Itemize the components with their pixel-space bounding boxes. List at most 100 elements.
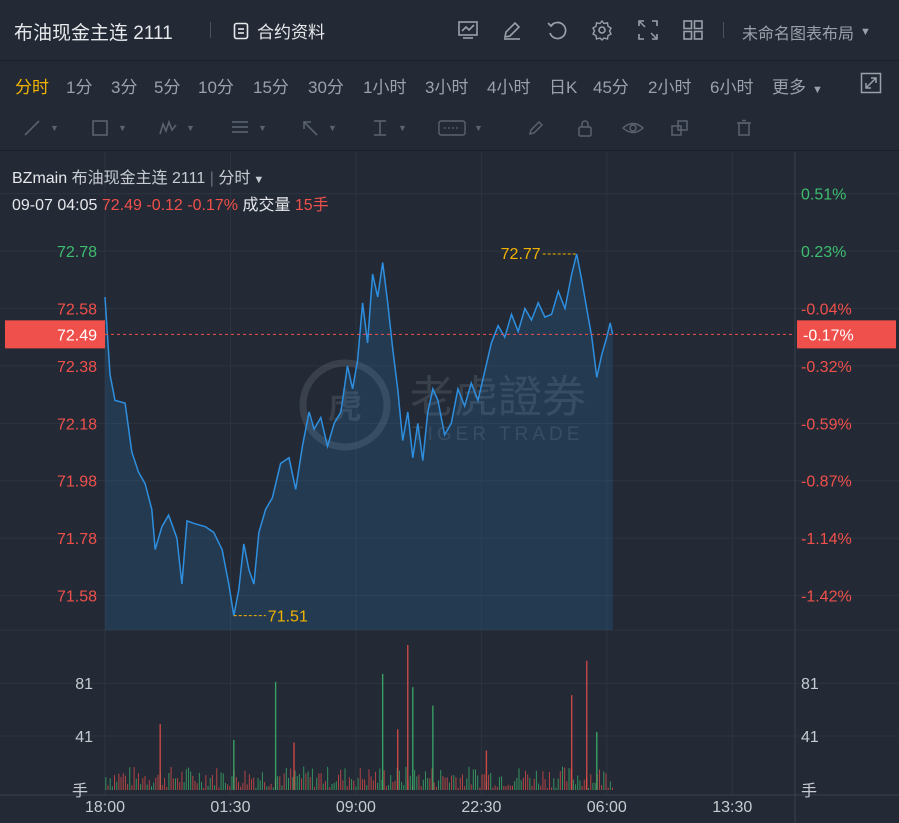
chart-quote-info: 09-07 04:05 72.49 -0.12 -0.17% 成交量 15手 — [12, 191, 329, 215]
period-tab[interactable]: 3分 — [111, 78, 138, 97]
price-tick-label: 72.18 — [57, 416, 97, 433]
period-tab[interactable]: 4小时 — [487, 78, 531, 97]
period-tab[interactable]: 30分 — [308, 78, 344, 97]
fullscreen-expand-icon[interactable] — [636, 18, 660, 42]
caret-down-icon: ▼ — [812, 84, 823, 96]
price-tick-label: 72.38 — [57, 359, 97, 376]
refresh-icon[interactable] — [545, 18, 569, 42]
document-icon — [233, 22, 249, 39]
drawing-toolbar: ▼ ▼ ▼ ▼ ▼ ▼ ▼ — [0, 106, 899, 151]
layers-icon[interactable] — [670, 118, 690, 138]
chart-settings-icon[interactable] — [456, 18, 480, 42]
quote-datetime: 09-07 04:05 — [12, 197, 98, 214]
period-tab[interactable]: 45分 — [593, 78, 629, 97]
price-tick-label: 71.58 — [57, 589, 97, 606]
text-tool-icon[interactable]: ▼ — [438, 118, 483, 138]
symbol-title[interactable]: 布油现金主连 2111 — [14, 23, 173, 44]
chart-period: 分时 — [218, 170, 251, 187]
grid — [0, 152, 899, 823]
price-tick-label: 71.78 — [57, 531, 97, 548]
time-tick-label: 18:00 — [85, 799, 125, 816]
annotations: 72.77 71.51 — [233, 246, 577, 626]
line-tool-icon[interactable]: ▼ — [22, 118, 59, 138]
caret-down-icon: ▼ — [253, 174, 265, 186]
intraday-chart[interactable]: 虎 老虎證券 TIGER TRADE 72.78 0.23% 72.58 -0.04%… — [0, 151, 899, 823]
time-tick-label: 01:30 — [210, 799, 250, 816]
quote-change: -0.12 — [146, 197, 183, 214]
pct-tick-label: -0.59% — [801, 416, 852, 433]
pct-tick-label: 0.51% — [801, 187, 846, 204]
period-tab[interactable]: 3小时 — [425, 78, 469, 97]
volume-tick-label: 41 — [801, 729, 819, 746]
arrow-tool-icon[interactable]: ▼ — [300, 118, 337, 138]
expand-chart-icon[interactable] — [860, 72, 882, 94]
pattern-tool-icon[interactable]: ▼ — [158, 118, 195, 138]
volume-value: 15手 — [294, 197, 329, 214]
volume-unit-label: 手 — [801, 782, 817, 800]
more-label: 更多 — [772, 78, 806, 97]
trash-icon[interactable] — [734, 118, 754, 138]
layout-dropdown[interactable]: 未命名图表布局 ▼ — [742, 20, 871, 44]
watermark-en: TIGER TRADE — [412, 424, 583, 445]
period-tab[interactable]: 15分 — [253, 78, 289, 97]
pct-tick-label: -1.42% — [801, 589, 852, 606]
price-tick-label: 72.58 — [57, 302, 97, 319]
period-bar: 分时 1分 3分 5分 10分 15分 30分 1小时 3小时 4小时 日K 4… — [0, 61, 899, 105]
period-tab[interactable]: 6小时 — [710, 78, 754, 97]
divider — [210, 22, 211, 38]
min-price-label: 71.51 — [268, 609, 308, 626]
grid-layout-icon[interactable] — [681, 18, 705, 42]
chart-symbol-label[interactable]: BZmain 布油现金主连 2111 | 分时 ▼ — [12, 164, 264, 188]
chart-symbol: BZmain — [12, 170, 68, 187]
divider — [723, 22, 724, 38]
pct-tick-label: -0.32% — [801, 359, 852, 376]
measure-tool-icon[interactable]: ▼ — [374, 120, 407, 136]
gear-icon[interactable] — [590, 18, 614, 42]
chart-symbol-name: 布油现金主连 2111 — [71, 170, 206, 187]
top-toolbar: 布油现金主连 2111 合约资料 未命名图表布局 ▼ — [0, 0, 899, 61]
caret-down-icon: ▼ — [860, 26, 871, 38]
watermark-cn: 老虎證券 — [410, 372, 586, 423]
contract-info-button[interactable]: 合约资料 — [232, 18, 325, 43]
max-price-label: 72.77 — [501, 246, 541, 263]
period-tab-intraday[interactable]: 分时 — [15, 78, 49, 97]
brush-icon[interactable] — [526, 118, 546, 138]
current-price-label: 72.49 — [57, 327, 97, 344]
rectangle-tool-icon[interactable]: ▼ — [90, 118, 127, 138]
lock-icon[interactable] — [575, 118, 595, 138]
price-line — [104, 253, 614, 616]
current-price-badge — [5, 320, 105, 349]
volume-tick-label: 81 — [801, 676, 819, 693]
pct-tick-label: -0.04% — [801, 302, 852, 319]
quote-change-pct: -0.17% — [187, 197, 238, 214]
period-tab[interactable]: 10分 — [198, 78, 234, 97]
pct-tick-label: 0.23% — [801, 244, 846, 261]
svg-text:虎: 虎 — [328, 388, 362, 426]
period-tab[interactable]: 日K — [549, 78, 578, 97]
price-tick-label: 72.78 — [57, 244, 97, 261]
time-tick-label: 09:00 — [336, 799, 376, 816]
edit-icon[interactable] — [500, 18, 524, 42]
current-pct-label: -0.17% — [803, 327, 854, 344]
time-tick-label: 13:30 — [712, 799, 752, 816]
time-tick-label: 06:00 — [587, 799, 627, 816]
chart-separator: | — [209, 170, 214, 187]
eye-icon[interactable] — [622, 118, 644, 138]
contract-info-label: 合约资料 — [257, 23, 325, 42]
pct-tick-label: -1.14% — [801, 531, 852, 548]
fib-tool-icon[interactable]: ▼ — [232, 121, 267, 133]
watermark: 虎 老虎證券 TIGER TRADE — [299, 359, 586, 451]
volume-label: 成交量 — [242, 197, 291, 214]
period-tab[interactable]: 2小时 — [648, 78, 692, 97]
period-tab[interactable]: 5分 — [154, 78, 181, 97]
layout-label: 未命名图表布局 — [742, 26, 855, 43]
period-tab[interactable]: 1小时 — [363, 78, 407, 97]
volume-tick-label: 41 — [75, 729, 93, 746]
volume-unit-label: 手 — [72, 782, 88, 800]
more-periods-dropdown[interactable]: 更多 ▼ — [772, 73, 823, 98]
price-area-fill — [105, 254, 613, 630]
time-tick-label: 22:30 — [461, 799, 501, 816]
volume-tick-label: 81 — [75, 676, 93, 693]
volume-bars — [105, 645, 614, 790]
period-tab[interactable]: 1分 — [66, 78, 93, 97]
